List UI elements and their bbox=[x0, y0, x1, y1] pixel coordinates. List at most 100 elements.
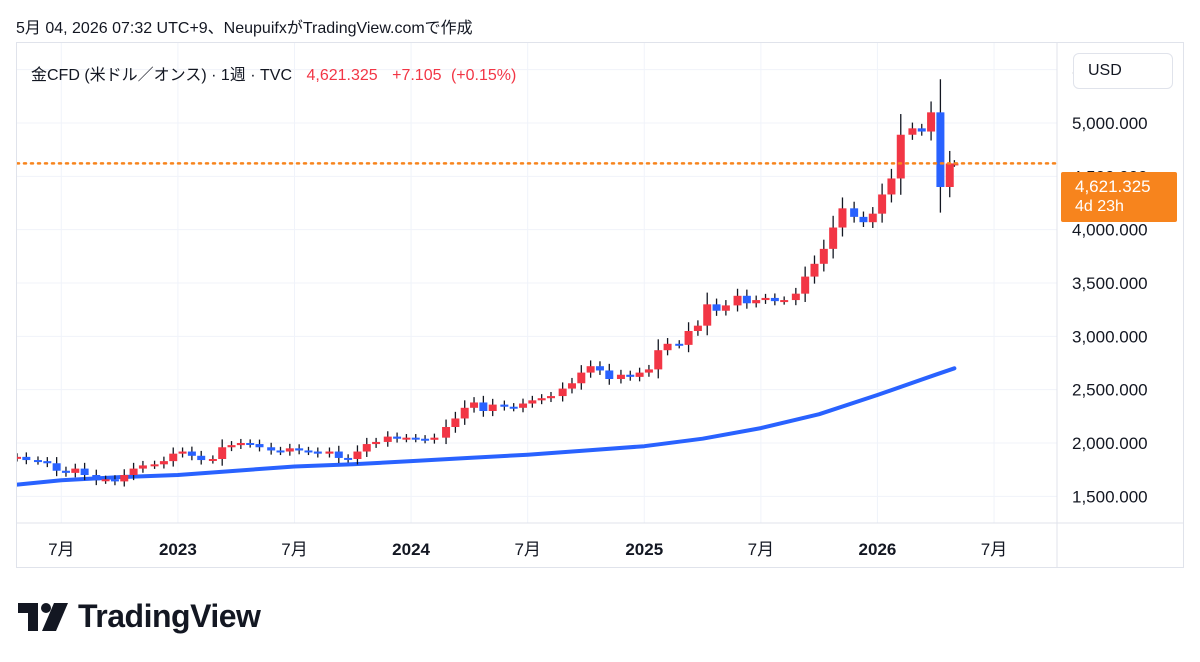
candle-body bbox=[733, 295, 742, 306]
candle-body bbox=[908, 128, 917, 135]
x-tick-label: 2023 bbox=[159, 540, 197, 559]
candle-body bbox=[896, 134, 905, 179]
candle-body bbox=[92, 475, 101, 481]
candle-body bbox=[780, 300, 789, 303]
candle-body bbox=[838, 208, 847, 228]
moving-average-line bbox=[17, 366, 957, 487]
y-tick-label: 2,500.000 bbox=[1072, 381, 1148, 400]
y-tick-label: 5,000.000 bbox=[1072, 114, 1148, 133]
symbol-title: 金CFD (米ドル／オンス) · 1週 · TVC bbox=[31, 67, 293, 84]
candle-body bbox=[52, 463, 61, 471]
candle-body bbox=[442, 427, 451, 438]
y-tick-label: 1,500.000 bbox=[1072, 487, 1148, 506]
candle-body bbox=[187, 451, 196, 456]
candle-body bbox=[761, 297, 770, 301]
candle-body bbox=[197, 455, 206, 461]
bar-countdown: 4d 23h bbox=[1075, 198, 1124, 215]
candle-body bbox=[819, 248, 828, 264]
candle-body bbox=[945, 163, 954, 187]
x-tick-label: 7月 bbox=[281, 540, 307, 559]
y-tick-label: 3,500.000 bbox=[1072, 274, 1148, 293]
price-chart[interactable]: 1,500.000 2,000.000 2,500.000 3,000.000 3,50… bbox=[17, 43, 1184, 568]
symbol-legend: 金CFD (米ドル／オンス) · 1週 · TVC 4,621.325 +7.1… bbox=[31, 61, 516, 85]
candle-body bbox=[586, 366, 595, 373]
legend-change: +7.105 bbox=[392, 67, 442, 84]
candle-body bbox=[383, 436, 392, 442]
candle-body bbox=[927, 112, 936, 132]
candle-body bbox=[430, 437, 439, 440]
candle-body bbox=[372, 441, 381, 445]
candle-body bbox=[295, 448, 304, 451]
last-price-tag: 4,621.325 4d 23h bbox=[1061, 172, 1177, 222]
candle-body bbox=[595, 366, 604, 371]
candle-body bbox=[43, 461, 52, 464]
candle-body bbox=[546, 396, 555, 399]
candle-body bbox=[120, 475, 129, 482]
candle-body bbox=[267, 447, 276, 451]
tradingview-logo-icon bbox=[18, 602, 68, 631]
x-tick-label: 7月 bbox=[514, 540, 540, 559]
candle-body bbox=[129, 468, 138, 475]
candle-body bbox=[567, 383, 576, 389]
candle-body bbox=[411, 437, 420, 440]
candle-body bbox=[675, 343, 684, 346]
candle-body bbox=[663, 343, 672, 351]
x-tick-label: 2026 bbox=[859, 540, 897, 559]
candle-body bbox=[325, 451, 334, 454]
candle-body bbox=[644, 369, 653, 373]
candle-body bbox=[684, 331, 693, 345]
candle-body bbox=[313, 451, 322, 454]
candle-body bbox=[752, 300, 761, 304]
candle-body bbox=[22, 456, 31, 461]
candle-body bbox=[917, 128, 926, 132]
candle-body bbox=[616, 374, 625, 379]
candle-body bbox=[605, 370, 614, 379]
chart-panel[interactable]: 1,500.000 2,000.000 2,500.000 3,000.000 3,50… bbox=[16, 42, 1184, 568]
candle-body bbox=[887, 178, 896, 195]
candle-body bbox=[218, 447, 227, 459]
candle-body bbox=[402, 437, 411, 440]
candle-body bbox=[868, 213, 877, 223]
x-tick-label: 7月 bbox=[981, 540, 1007, 559]
candle-body bbox=[334, 451, 343, 458]
candle-body bbox=[33, 460, 42, 463]
candle-body bbox=[138, 465, 147, 469]
candle-body bbox=[353, 451, 362, 459]
candle-body bbox=[712, 304, 721, 311]
candle-body bbox=[801, 276, 810, 294]
candle-body bbox=[936, 112, 945, 187]
candle-body bbox=[460, 407, 469, 419]
x-tick-label: 2025 bbox=[625, 540, 663, 559]
candle-body bbox=[850, 208, 859, 217]
candle-body bbox=[859, 216, 868, 223]
candle-body bbox=[150, 464, 159, 467]
y-tick-label: 2,000.000 bbox=[1072, 434, 1148, 453]
candle-body bbox=[693, 325, 702, 331]
candle-body bbox=[451, 418, 460, 427]
candle-body bbox=[537, 398, 546, 401]
chart-caption: 5月 04, 2026 07:32 UTC+9、NeupuifxがTrading… bbox=[16, 20, 473, 37]
candle-body bbox=[488, 404, 497, 411]
x-tick-label: 7月 bbox=[48, 540, 74, 559]
currency-button[interactable]: USD bbox=[1073, 53, 1173, 89]
candle-body bbox=[362, 444, 371, 452]
tradingview-wordmark: TradingView bbox=[78, 598, 261, 634]
legend-price: 4,621.325 bbox=[306, 67, 378, 84]
candle-body bbox=[509, 406, 518, 409]
candle-body bbox=[101, 479, 110, 482]
candle-body bbox=[519, 403, 528, 408]
candle-body bbox=[304, 450, 313, 453]
candle-body bbox=[208, 459, 217, 461]
legend-change-pct: (+0.15%) bbox=[450, 67, 517, 84]
candle-body bbox=[71, 468, 80, 473]
candle-body bbox=[635, 372, 644, 377]
tradingview-logo[interactable]: TradingView bbox=[18, 598, 261, 635]
candle-body bbox=[470, 402, 479, 408]
candle-body bbox=[770, 297, 779, 302]
candle-body bbox=[558, 388, 567, 397]
candle-body bbox=[703, 304, 712, 326]
last-price-value: 4,621.325 bbox=[1075, 177, 1151, 196]
candle-body bbox=[227, 445, 236, 448]
candle-body bbox=[810, 263, 819, 277]
candle-body bbox=[236, 443, 245, 446]
